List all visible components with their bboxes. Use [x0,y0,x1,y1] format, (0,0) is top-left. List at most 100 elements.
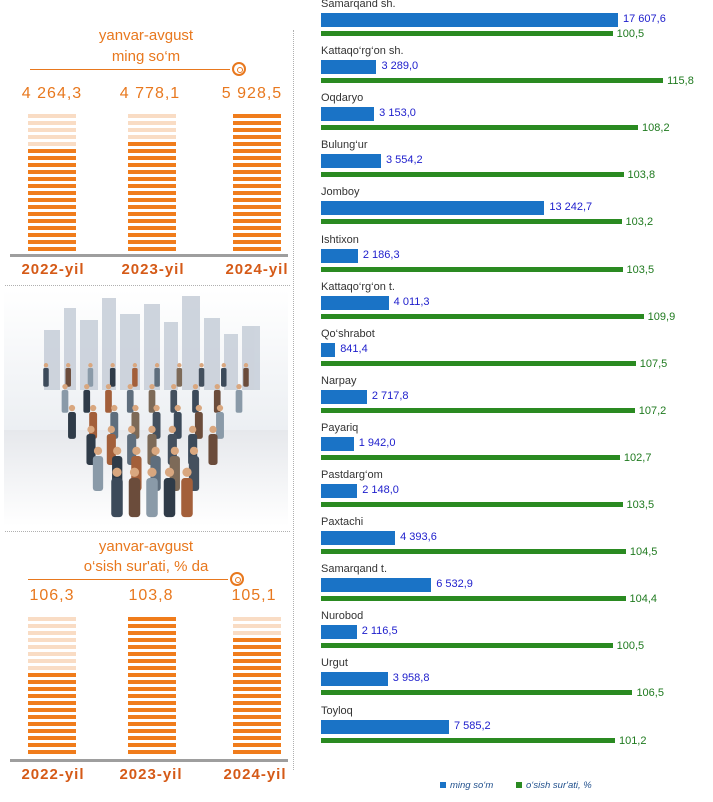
person-head [149,383,155,390]
stack-stripe [128,198,176,202]
bottom-value-2023: 103,8 [128,587,174,604]
person-head [189,425,197,434]
stack-stripe [28,247,76,251]
stack-stripe [28,121,76,125]
value-label-ming-som: 17 607,6 [623,13,666,25]
person-head [132,404,139,412]
person-head [128,425,136,434]
stack-stripe [28,708,76,712]
bar-ming-som [321,201,545,216]
stack-stripe [233,142,281,146]
person-head [93,446,103,455]
stack-stripe [28,184,76,188]
bar-ming-som [321,13,618,27]
person-head [112,467,122,477]
stack-stripe [128,233,176,237]
stack-stripe [128,219,176,223]
bar-ming-som [321,531,396,546]
bar-ming-som [321,107,375,122]
legend-swatch-green [516,782,522,788]
bar-ming-som [321,154,381,169]
value-label-osish-surati: 104,4 [629,593,658,606]
value-label-osish-surati: 107,2 [638,404,667,417]
bar-ming-som [321,436,354,451]
person-head [68,404,76,412]
bar-osish-surati [321,78,664,84]
person-head [170,446,179,455]
stack-stripe [233,680,281,684]
stack-stripe [28,743,76,747]
value-label-ming-som: 2 148,0 [362,484,399,496]
stack-stripe [128,617,176,621]
stack-stripe [233,743,281,747]
person-figure [105,390,112,413]
stack-stripe [128,226,176,230]
bar-osish-surati [321,219,622,225]
stack-stripe [128,715,176,719]
stack-stripe [28,149,76,153]
stack-stripe [28,729,76,733]
person-figure [173,412,182,439]
top-baseline [10,254,288,257]
stack-stripe [233,666,281,670]
district-label: Ishtixon [321,233,359,246]
person-head [129,467,140,477]
stack-stripe [233,673,281,677]
district-label: Narpay [321,374,357,387]
stack-stripe [28,177,76,181]
top-value-2023: 4 778,1 [119,85,181,102]
district-label: Nurobod [321,610,364,623]
person-head [209,425,217,434]
person-figure [92,456,104,492]
stack-stripe [233,240,281,244]
stack-stripe [128,149,176,153]
stack-stripe [28,750,76,754]
person-head [113,446,122,455]
stack-stripe [233,198,281,202]
stack-stripe [233,715,281,719]
person-head [127,383,133,390]
stack-stripe [128,659,176,663]
stack-stripe [233,687,281,691]
person-figure [128,478,141,518]
stack-stripe [128,652,176,656]
stack-stripe [28,163,76,167]
person-figure [109,368,116,387]
person-head [174,404,181,412]
person-head [243,363,249,368]
bottom-stack-2022 [28,615,76,757]
top-value-2022: 4 264,3 [21,85,83,102]
stack-stripe [28,198,76,202]
stack-stripe [128,624,176,628]
stack-stripe [128,687,176,691]
value-label-ming-som: 4 011,3 [393,295,430,308]
person-head [62,383,68,390]
stack-stripe [128,743,176,747]
stack-stripe [28,722,76,726]
person-head [195,404,203,412]
bottom-panel-title-line1: yanvar-avgust [98,538,194,555]
stack-stripe [28,240,76,244]
person-head [153,404,160,412]
stack-stripe [128,247,176,251]
value-label-osish-surati: 104,5 [629,546,658,559]
person-figure [235,390,243,413]
person-head [192,383,199,390]
stack-stripe [128,135,176,139]
stack-stripe [128,163,176,167]
bar-ming-som [321,625,357,640]
person-figure [61,390,69,413]
stack-stripe [233,191,281,195]
stack-stripe [28,219,76,223]
stack-stripe [233,617,281,621]
person-figure [146,478,158,518]
top-panel-divider [5,285,290,286]
stack-stripe [233,135,281,139]
bar-ming-som [321,484,358,498]
stack-stripe [233,163,281,167]
district-label: Samarqand t. [321,563,388,576]
stack-stripe [28,205,76,209]
value-label-osish-surati: 107,5 [639,357,668,370]
person-head [87,425,95,434]
person-figure [43,368,49,387]
